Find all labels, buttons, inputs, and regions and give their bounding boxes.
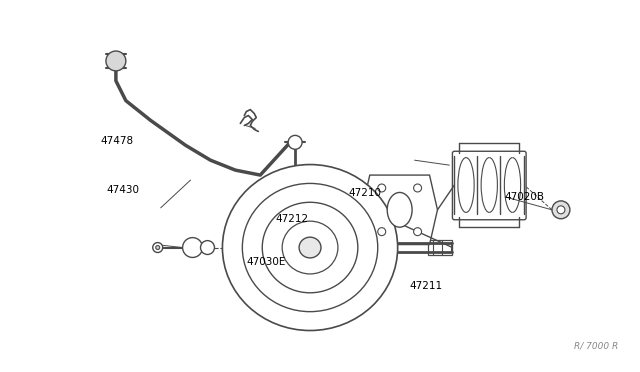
Text: 47430: 47430 [106, 185, 140, 195]
FancyBboxPatch shape [428, 240, 452, 256]
Text: 47211: 47211 [409, 281, 442, 291]
Text: 47210: 47210 [349, 188, 381, 198]
Ellipse shape [243, 183, 378, 312]
Circle shape [156, 246, 160, 250]
Circle shape [106, 51, 126, 71]
FancyBboxPatch shape [320, 262, 336, 280]
Circle shape [413, 184, 422, 192]
Circle shape [552, 201, 570, 219]
Text: 47030E: 47030E [246, 257, 286, 267]
Ellipse shape [262, 202, 358, 293]
Circle shape [413, 228, 422, 235]
Circle shape [182, 238, 202, 257]
Circle shape [200, 241, 214, 254]
FancyBboxPatch shape [452, 151, 526, 220]
Ellipse shape [387, 192, 412, 227]
FancyBboxPatch shape [284, 262, 300, 280]
Circle shape [378, 184, 386, 192]
Circle shape [288, 135, 302, 149]
Circle shape [153, 243, 163, 253]
Text: 47212: 47212 [275, 214, 308, 224]
Circle shape [378, 228, 386, 235]
Text: 47478: 47478 [100, 136, 133, 146]
Ellipse shape [299, 237, 321, 258]
Circle shape [557, 206, 565, 214]
Text: R/ 7000 R: R/ 7000 R [575, 342, 619, 351]
Text: 47020B: 47020B [505, 192, 545, 202]
Ellipse shape [282, 221, 338, 274]
Ellipse shape [223, 164, 397, 330]
Polygon shape [362, 175, 438, 244]
